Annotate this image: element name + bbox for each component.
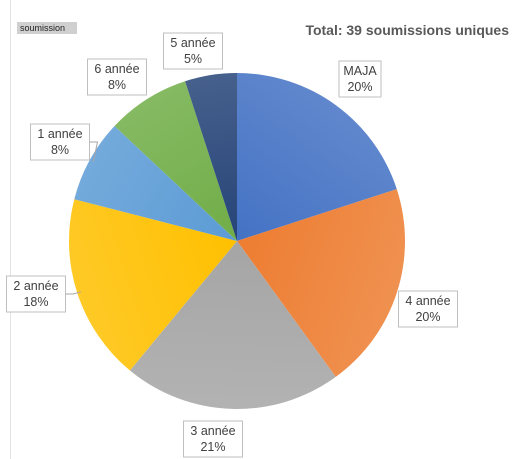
leader-line xyxy=(89,141,99,163)
slice-category-label: 5 année xyxy=(170,36,215,50)
slice-value-label: 5% xyxy=(184,52,202,66)
slice-category-label: MAJA xyxy=(343,64,377,78)
slice-label-maja: MAJA 20% xyxy=(338,60,382,98)
slice-label-box xyxy=(87,58,147,96)
pie-slice-4-ann-e xyxy=(237,189,406,377)
slice-label-box xyxy=(30,123,90,161)
slice-category-label: 4 année xyxy=(405,294,450,308)
slice-value-label: 18% xyxy=(23,295,48,309)
slice-label-3-ann-e: 3 année 21% xyxy=(183,420,243,458)
slice-category-label: 2 année xyxy=(13,279,58,293)
series-tag: soumission xyxy=(17,22,78,34)
slice-label-2-ann-e: 2 année 18% xyxy=(6,275,66,313)
pie-slice-1-ann-e xyxy=(74,125,237,241)
slice-label-box xyxy=(163,32,223,70)
slice-label-6-ann-e: 6 année 8% xyxy=(87,58,147,96)
chart-title: Total: 39 soumissions uniques xyxy=(305,22,509,38)
slice-label-box xyxy=(398,290,458,328)
slice-value-label: 21% xyxy=(200,440,225,454)
slice-value-label: 8% xyxy=(108,78,126,92)
slice-label-4-ann-e: 4 année 20% xyxy=(398,290,458,328)
pie-slice-2-ann-e xyxy=(69,199,238,371)
slice-value-label: 8% xyxy=(51,143,69,157)
pie-slice-3-ann-e xyxy=(129,241,336,409)
pie-slice-5-ann-e xyxy=(185,73,237,241)
slice-label-1-ann-e: 1 année 8% xyxy=(30,123,90,161)
slice-label-box xyxy=(183,420,243,458)
pie-slice-6-ann-e xyxy=(114,81,237,241)
slice-label-box xyxy=(6,275,66,313)
pie-slice-maja xyxy=(237,73,397,241)
slice-label-5-ann-e: 5 année 5% xyxy=(163,32,223,70)
slice-label-box xyxy=(338,60,382,98)
slice-category-label: 6 année xyxy=(94,62,139,76)
leader-line xyxy=(65,291,82,295)
slice-category-label: 3 année xyxy=(190,424,235,438)
slice-value-label: 20% xyxy=(415,310,440,324)
slice-category-label: 1 année xyxy=(37,127,82,141)
slice-value-label: 20% xyxy=(347,80,372,94)
